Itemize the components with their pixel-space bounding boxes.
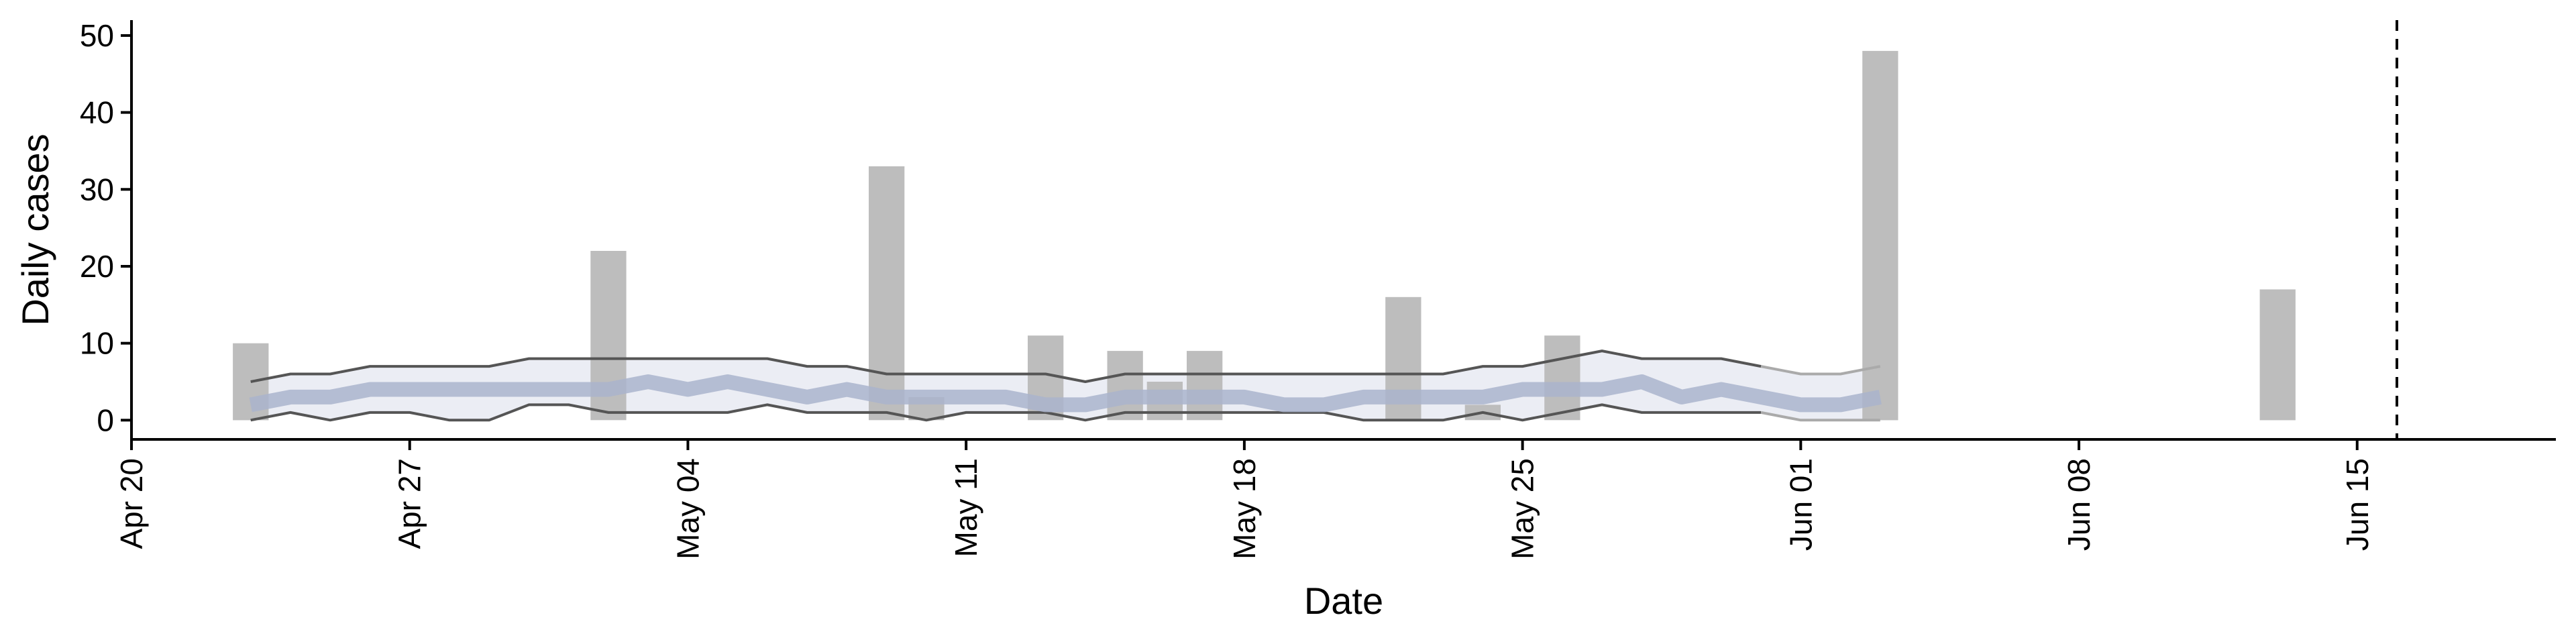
x-tick-label-7: Jun 08 — [2061, 458, 2096, 551]
x-tick-label-4: May 18 — [1227, 458, 1262, 559]
y-tick-label-40: 40 — [80, 95, 114, 130]
case-bar-11 — [1862, 50, 1898, 421]
upper-bound-line-projection — [1760, 365, 1881, 376]
case-bar-5 — [1107, 351, 1143, 421]
y-tick-label-20: 20 — [80, 249, 114, 284]
y-axis-ticks: 0 10 20 30 40 50 — [80, 18, 131, 437]
case-bar-12 — [2259, 289, 2296, 421]
case-bar-7 — [1187, 351, 1223, 421]
x-tick-label-0: Apr 20 — [114, 458, 149, 549]
x-tick-label-2: May 04 — [670, 458, 705, 559]
estimate-lines — [249, 350, 1882, 422]
x-axis-ticks: Apr 20 Apr 27 May 04 May 11 May 18 May 25 Jun … — [114, 439, 2375, 559]
y-tick-label-50: 50 — [80, 18, 114, 53]
y-tick-label-30: 30 — [80, 172, 114, 207]
x-tick-label-8: Jun 15 — [2340, 458, 2375, 551]
x-tick-label-1: Apr 27 — [392, 458, 427, 549]
case-bar-2 — [869, 166, 905, 421]
case-bar-10 — [1544, 335, 1580, 421]
x-axis-title: Date — [1304, 580, 1383, 622]
y-axis-title: Daily cases — [14, 133, 56, 325]
x-tick-label-3: May 11 — [949, 458, 983, 557]
upper-bound-line — [250, 350, 1762, 383]
x-tick-label-6: Jun 01 — [1783, 458, 1818, 551]
lower-bound-line — [250, 403, 1762, 422]
lower-bound-line-projection — [1760, 411, 1880, 422]
y-tick-label-10: 10 — [80, 326, 114, 361]
axes — [130, 20, 2556, 441]
median-estimate-line — [249, 374, 1882, 413]
y-tick-label-0: 0 — [97, 402, 114, 437]
x-tick-label-5: May 25 — [1505, 458, 1540, 559]
